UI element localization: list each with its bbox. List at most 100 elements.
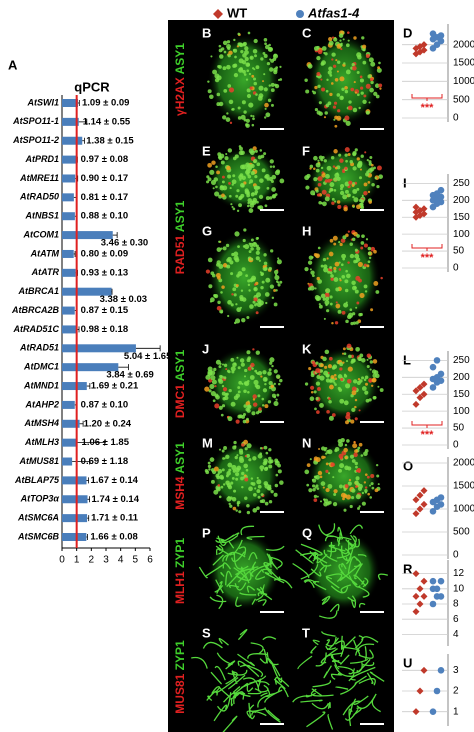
focus [357, 446, 361, 450]
focus [320, 446, 326, 451]
focus [240, 362, 245, 367]
focus [335, 59, 338, 62]
focus [346, 273, 351, 279]
focus [213, 367, 217, 372]
focus [316, 487, 320, 490]
axis-strand [300, 564, 319, 580]
focus [207, 464, 212, 469]
focus [325, 378, 331, 383]
focus [257, 495, 261, 499]
focus [336, 70, 339, 73]
dot-wt [412, 708, 420, 716]
focus [237, 390, 241, 394]
focus [309, 167, 312, 170]
focus [358, 505, 361, 508]
y-tick-label: 0 [453, 263, 459, 274]
bar [62, 306, 75, 315]
focus [375, 94, 380, 99]
focus [250, 257, 254, 261]
focus [269, 459, 274, 464]
focus [315, 189, 319, 193]
focus [273, 302, 278, 307]
category-label: AtSPO11-2 [12, 135, 59, 145]
focus [248, 289, 251, 292]
focus [266, 186, 270, 190]
axis-strand [357, 554, 367, 557]
focus [361, 36, 365, 40]
focus [264, 404, 269, 409]
focus [365, 398, 370, 403]
focus [312, 193, 316, 196]
bar [62, 476, 87, 485]
focus [233, 362, 237, 366]
focus [227, 174, 232, 179]
axis-strand [345, 549, 354, 562]
axis-strand [220, 572, 225, 577]
axis-strand [235, 568, 255, 576]
focus [325, 462, 329, 466]
focus [218, 101, 224, 107]
focus [235, 303, 238, 306]
focus [255, 250, 260, 255]
axis-strand [292, 695, 312, 703]
dot-mutant [437, 593, 445, 600]
axis-strand [354, 563, 363, 580]
axis-strand [300, 552, 319, 562]
axis-strand [233, 552, 249, 570]
focus [244, 46, 249, 51]
focus [363, 94, 367, 98]
focus [237, 271, 243, 277]
category-label: AtSMC6B [17, 531, 60, 541]
focus [359, 198, 363, 203]
focus [363, 263, 368, 267]
focus [273, 289, 277, 292]
focus [315, 168, 320, 173]
focus [339, 362, 344, 367]
focus [265, 301, 268, 305]
x-tick-label: 4 [118, 555, 124, 566]
focus [334, 166, 338, 170]
bar [62, 438, 78, 447]
focus [245, 166, 251, 171]
focus [259, 465, 265, 470]
axis-strand [225, 671, 238, 685]
axis-strand [324, 535, 342, 542]
focus [217, 300, 221, 305]
bar [62, 344, 136, 353]
axis-strand [232, 686, 241, 693]
focus [354, 417, 358, 421]
axis-strand [213, 704, 228, 722]
focus [236, 356, 239, 359]
focus [319, 369, 324, 373]
focus [258, 259, 262, 262]
focus [336, 172, 339, 175]
focus [228, 502, 231, 506]
category-label: AtTOP3α [20, 494, 60, 504]
focus [347, 466, 352, 471]
focus [240, 476, 244, 481]
axis-strand [225, 551, 246, 561]
axis-strand [222, 715, 238, 732]
focus [360, 246, 364, 250]
focus [351, 407, 356, 412]
focus [226, 258, 231, 263]
focus [356, 204, 361, 210]
focus [327, 364, 332, 369]
axis-strand [348, 702, 354, 716]
dot-wt [412, 387, 420, 395]
axis-strand [304, 580, 315, 588]
focus [265, 264, 268, 267]
focus [275, 289, 278, 292]
focus [368, 160, 372, 164]
axis-strand [249, 704, 266, 712]
focus [262, 370, 267, 375]
focus [260, 272, 265, 276]
focus [228, 87, 235, 93]
focus [368, 200, 372, 204]
focus [355, 306, 358, 309]
focus [312, 488, 316, 492]
axis-strand [310, 568, 322, 577]
focus [334, 115, 338, 120]
y-tick-label: 250 [453, 178, 470, 189]
focus [221, 404, 226, 408]
